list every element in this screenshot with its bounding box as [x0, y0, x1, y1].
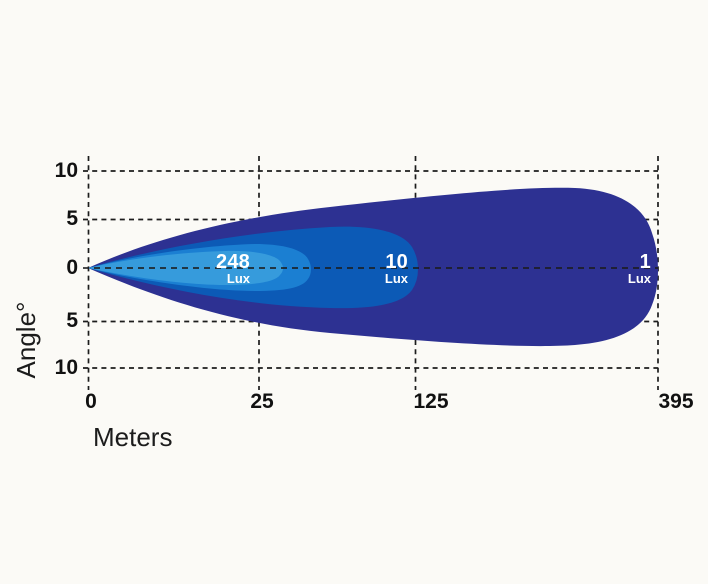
x-tick-label-125m: 125: [413, 390, 449, 413]
zone-unit-10: Lux: [384, 271, 408, 286]
zone-label-10-lux: 10 Lux: [385, 252, 408, 286]
beam-zones: [88, 187, 658, 347]
zone-label-1-lux: 1 Lux: [628, 252, 651, 286]
zone-value-1: 1: [639, 251, 651, 273]
x-axis-title: Meters: [93, 422, 173, 452]
y-tick-label-plus10: 10: [54, 159, 78, 182]
y-axis-title: Angle°: [11, 301, 41, 379]
zone-unit-248: Lux: [226, 271, 250, 286]
zone-value-248: 248: [216, 251, 250, 273]
zone-value-10: 10: [385, 251, 408, 273]
y-tick-label-minus10: 10: [54, 356, 78, 379]
y-tick-label-zero: 0: [66, 256, 78, 279]
zone-unit-1: Lux: [627, 271, 651, 286]
y-tick-label-plus5: 5: [66, 207, 78, 230]
x-tick-label-395m: 395: [658, 390, 694, 413]
x-tick-label-0m: 0: [85, 390, 97, 413]
zone-label-248-lux: 248 Lux: [216, 252, 250, 286]
x-tick-label-25m: 25: [250, 390, 274, 413]
y-tick-label-minus5: 5: [66, 309, 78, 332]
